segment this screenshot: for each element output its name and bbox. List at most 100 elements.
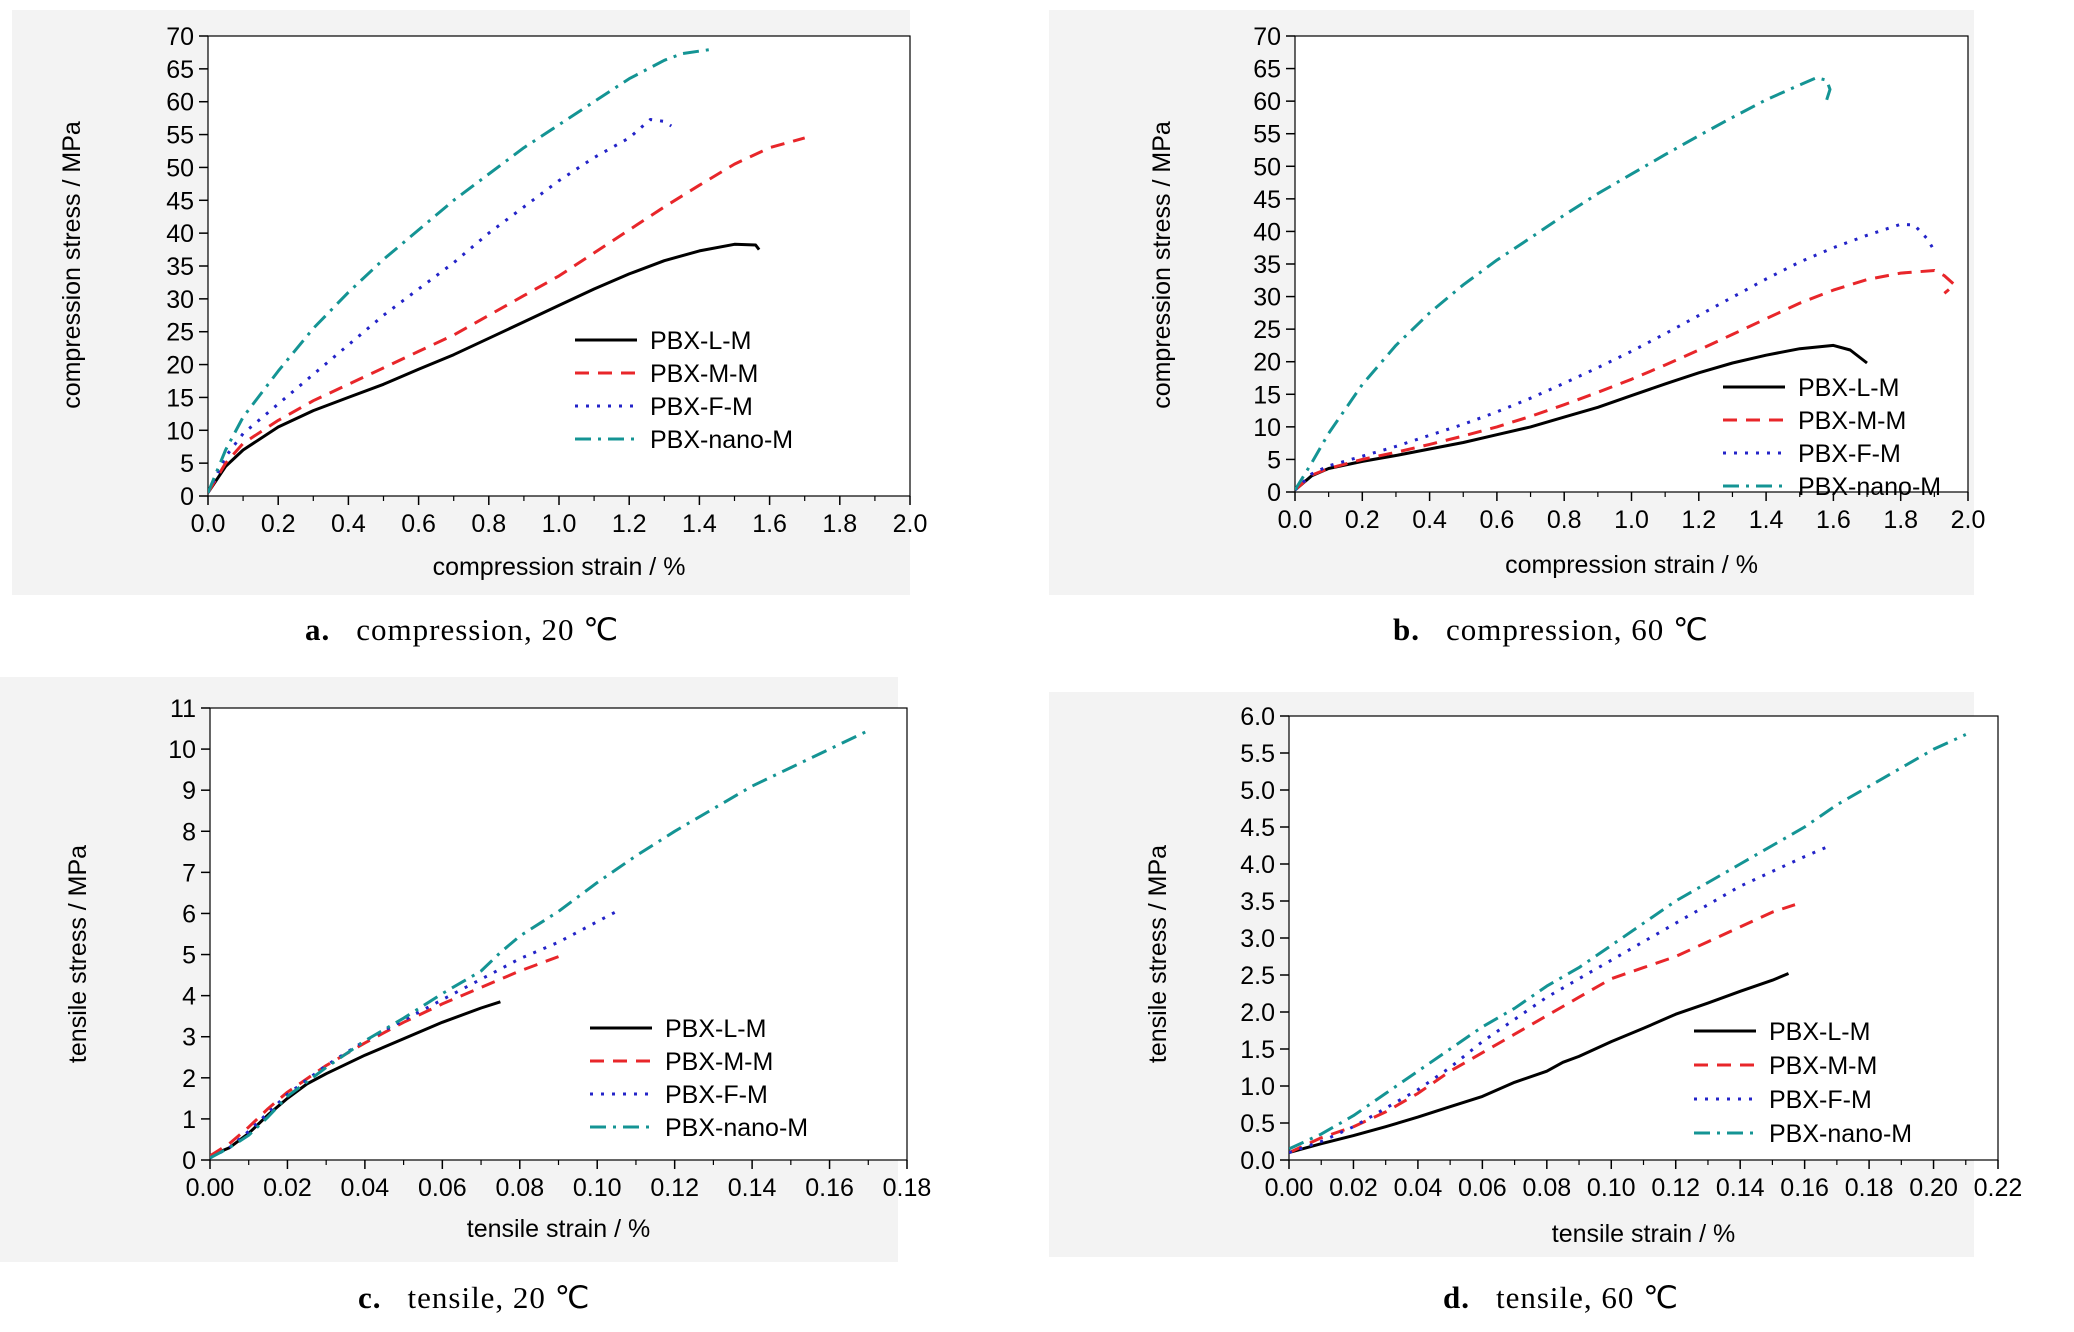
y-tick-label: 10 — [168, 736, 196, 764]
x-tick-label: 0.16 — [805, 1174, 854, 1202]
y-tick-label: 70 — [1253, 23, 1281, 51]
x-tick-label: 0.18 — [883, 1174, 932, 1202]
caption-letter: a. — [305, 612, 331, 647]
legend-label: PBX-nano-M — [1798, 473, 1941, 501]
x-tick-label: 1.6 — [1816, 506, 1851, 534]
y-tick-label: 15 — [166, 384, 194, 412]
y-tick-label: 60 — [1253, 88, 1281, 116]
x-tick-label: 0.12 — [1651, 1174, 1700, 1202]
legend-label: PBX-M-M — [1769, 1052, 1877, 1080]
y-tick-label: 1 — [182, 1106, 196, 1134]
x-tick-label: 0.06 — [418, 1174, 467, 1202]
y-tick-label: 5.0 — [1240, 777, 1275, 805]
x-axis-label: tensile strain / % — [1552, 1220, 1735, 1248]
caption-text: tensile, 60 ℃ — [1496, 1280, 1679, 1315]
caption-letter: b. — [1393, 612, 1420, 647]
y-tick-label: 70 — [166, 23, 194, 51]
legend-label: PBX-F-M — [650, 393, 753, 421]
y-tick-label: 25 — [1253, 316, 1281, 344]
caption-letter: d. — [1443, 1280, 1470, 1315]
y-tick-label: 5 — [182, 942, 196, 970]
y-tick-label: 2.0 — [1240, 999, 1275, 1027]
x-tick-label: 0.00 — [186, 1174, 235, 1202]
y-tick-label: 65 — [166, 56, 194, 84]
caption-a: a. compression, 20 ℃ — [305, 612, 619, 648]
x-tick-label: 0.2 — [1345, 506, 1380, 534]
series-line-pbx-m-m — [1295, 269, 1956, 492]
y-tick-label: 55 — [1253, 121, 1281, 149]
y-tick-label: 50 — [166, 154, 194, 182]
x-tick-label: 1.8 — [1883, 506, 1918, 534]
y-tick-label: 0 — [1267, 479, 1281, 507]
y-tick-label: 25 — [166, 319, 194, 347]
x-tick-label: 2.0 — [893, 510, 928, 538]
y-axis-label: tensile stress / MPa — [64, 845, 92, 1063]
x-tick-label: 0.4 — [331, 510, 366, 538]
x-tick-label: 0.04 — [341, 1174, 390, 1202]
caption-text: tensile, 20 ℃ — [407, 1280, 591, 1315]
panel-d: 0.00 0.02 0.04 0.06 0.08 0.10 0.12 0.14 0.16 0.18… — [1037, 666, 2074, 1332]
legend-label: PBX-L-M — [1769, 1018, 1870, 1046]
series-line-pbx-f-m — [1295, 222, 1936, 492]
y-tick-label: 30 — [1253, 284, 1281, 312]
y-tick-label: 45 — [1253, 186, 1281, 214]
x-tick-label: 0.18 — [1845, 1174, 1894, 1202]
y-tick-label: 3.0 — [1240, 925, 1275, 953]
y-tick-label: 55 — [166, 122, 194, 150]
plot-frame — [1288, 715, 1999, 1161]
x-tick-label: 0.2 — [261, 510, 296, 538]
legend-label: PBX-L-M — [1798, 374, 1899, 402]
y-tick-label: 6 — [182, 900, 196, 928]
legend-label: PBX-M-M — [650, 360, 758, 388]
x-tick-label: 1.0 — [1614, 506, 1649, 534]
x-tick-label: 0.0 — [191, 510, 226, 538]
x-tick-label: 1.4 — [682, 510, 717, 538]
x-tick-label: 0.02 — [263, 1174, 312, 1202]
legend-label: PBX-M-M — [665, 1048, 773, 1076]
y-tick-label: 5 — [1267, 446, 1281, 474]
y-tick-label: 4.5 — [1240, 814, 1275, 842]
y-tick-label: 1.0 — [1240, 1073, 1275, 1101]
legend-label: PBX-F-M — [1769, 1086, 1872, 1114]
x-tick-label: 0.22 — [1974, 1174, 2023, 1202]
x-tick-label: 0.12 — [650, 1174, 699, 1202]
y-axis-label: compression stress / MPa — [1148, 121, 1176, 409]
x-axis-label: tensile strain / % — [467, 1215, 650, 1243]
y-tick-label: 5 — [180, 450, 194, 478]
x-tick-label: 0.10 — [573, 1174, 622, 1202]
y-tick-label: 11 — [170, 695, 196, 723]
y-tick-label: 0.0 — [1240, 1147, 1275, 1175]
y-tick-label: 40 — [1253, 218, 1281, 246]
caption-letter: c. — [358, 1280, 382, 1315]
y-tick-label: 20 — [166, 352, 194, 380]
y-tick-label: 60 — [166, 89, 194, 117]
legend-label: PBX-nano-M — [650, 426, 793, 454]
x-tick-label: 0.10 — [1587, 1174, 1636, 1202]
x-tick-label: 1.6 — [752, 510, 787, 538]
chart-tensile-60c: 0.00 0.02 0.04 0.06 0.08 0.10 0.12 0.14 0.16 0.18… — [1049, 692, 2023, 1257]
legend-label: PBX-nano-M — [1769, 1120, 1912, 1148]
x-tick-label: 0.6 — [401, 510, 436, 538]
y-tick-label: 10 — [1253, 414, 1281, 442]
series-line-pbx-f-m — [1289, 844, 1831, 1155]
y-tick-label: 6.0 — [1240, 703, 1275, 731]
y-tick-label: 30 — [166, 286, 194, 314]
caption-text: compression, 60 ℃ — [1446, 612, 1709, 647]
series-line-pbx-l-m — [1289, 972, 1790, 1155]
x-tick-label: 0.20 — [1909, 1174, 1958, 1202]
chart-tensile-20c: 0.00 0.02 0.04 0.06 0.08 0.10 0.12 0.14 0.16 0.18… — [0, 677, 932, 1262]
y-tick-label: 20 — [1253, 349, 1281, 377]
y-tick-label: 0 — [180, 483, 194, 511]
series-line-pbx-nano-m — [208, 47, 714, 494]
series-line-pbx-nano-m — [1295, 76, 1832, 491]
plot-frame — [1294, 35, 1969, 493]
x-tick-label: 0.14 — [728, 1174, 777, 1202]
series-line-pbx-nano-m — [210, 729, 869, 1160]
x-tick-label: 1.0 — [542, 510, 577, 538]
y-axis-label: compression stress / MPa — [58, 121, 86, 409]
legend-label: PBX-M-M — [1798, 407, 1906, 435]
x-tick-label: 0.06 — [1458, 1174, 1507, 1202]
x-tick-label: 0.02 — [1329, 1174, 1378, 1202]
y-tick-label: 9 — [182, 777, 196, 805]
caption-b: b. compression, 60 ℃ — [1393, 612, 1709, 648]
